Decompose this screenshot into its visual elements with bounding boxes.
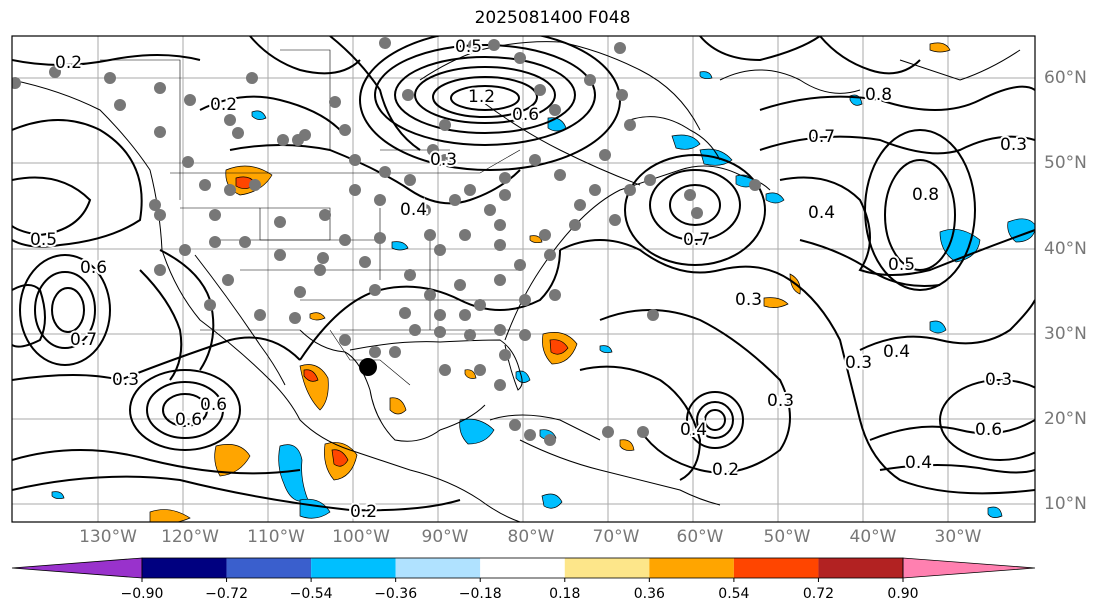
contour-label: 0.6	[200, 395, 227, 415]
latitude-label: 30°N	[1044, 324, 1087, 344]
latitude-label: 10°N	[1044, 494, 1087, 514]
storm-center-marker	[359, 358, 377, 376]
latitude-label: 60°N	[1044, 68, 1087, 88]
contour-label: 0.5	[30, 230, 57, 250]
contour-label: 0.3	[985, 370, 1012, 390]
contour-label: 0.4	[400, 200, 427, 220]
longitude-label: 100°W	[332, 527, 390, 547]
contour-label: 0.5	[888, 255, 915, 275]
station-dots	[12, 37, 761, 446]
contour-label: 0.3	[845, 353, 872, 373]
latitude-label: 20°N	[1044, 409, 1087, 429]
colorbar-tick-label: −0.54	[289, 586, 333, 602]
colorbar-over-triangle	[902, 557, 1036, 579]
contour-label: 0.2	[210, 95, 237, 115]
colorbar-tick-label: 0.36	[633, 586, 665, 602]
colorbar-under-triangle	[11, 557, 143, 579]
contour-label: 0.7	[70, 330, 97, 350]
colorbar-segment	[733, 558, 819, 578]
contour-label: 0.6	[175, 410, 202, 430]
colorbar-tick-label: −0.90	[120, 586, 164, 602]
coastlines	[12, 41, 1021, 522]
colorbar-frame	[141, 557, 904, 579]
longitude-label: 90°W	[421, 527, 469, 547]
contour-labels: 0.20.20.30.40.50.60.70.31.20.60.50.30.40…	[28, 36, 1029, 522]
colorbar-tick-label: 0.72	[802, 586, 835, 602]
contour-label: 0.2	[712, 460, 739, 480]
contour-label: 0.2	[350, 502, 377, 522]
contour-label: 0.4	[883, 342, 910, 362]
longitude-label: 70°W	[592, 527, 640, 547]
contour-label: 0.3	[112, 370, 139, 390]
contour-label: 1.2	[468, 87, 495, 107]
map-frame	[11, 35, 1036, 523]
longitude-label: 110°W	[247, 527, 305, 547]
contour-label: 0.3	[430, 150, 457, 170]
colorbar-segment	[142, 558, 227, 578]
latitude-label: 40°N	[1044, 239, 1087, 259]
contour-label: 0.3	[735, 290, 762, 310]
contour-label: 0.6	[975, 420, 1002, 440]
map-title: 2025081400 F048	[474, 8, 631, 28]
colorbar-tick-label: −0.72	[205, 586, 248, 602]
gridlines	[12, 36, 1035, 522]
colorbar-segment	[226, 558, 312, 578]
colorbar-segment	[311, 558, 396, 578]
contour-label: 0.4	[808, 203, 835, 223]
contour-label: 0.6	[80, 258, 107, 278]
contour-label: 0.6	[512, 105, 539, 125]
contour-label: 0.5	[455, 37, 482, 57]
political-borders	[100, 49, 521, 386]
colorbar-segment	[564, 558, 650, 578]
longitude-label: 80°W	[507, 527, 555, 547]
colorbar-tick-label: 0.90	[887, 586, 919, 602]
longitude-label: 30°W	[934, 527, 982, 547]
longitude-label: 130°W	[79, 527, 137, 547]
colorbar-tick-label: −0.36	[374, 586, 418, 602]
colorbar-segment	[649, 558, 734, 578]
contour-label: 0.8	[912, 185, 939, 205]
contour-lines	[12, 36, 1035, 512]
longitude-label: 60°W	[676, 527, 724, 547]
contour-label: 0.4	[905, 453, 932, 473]
contour-label: 0.3	[767, 391, 794, 411]
contour-label: 0.4	[680, 420, 707, 440]
colorbar-segment	[480, 558, 565, 578]
colorbar	[11, 557, 1036, 582]
contour-label: 0.2	[55, 53, 82, 73]
longitude-label: 120°W	[161, 527, 219, 547]
longitude-label: 40°W	[849, 527, 897, 547]
contour-label: 0.8	[865, 85, 892, 105]
colorbar-tick-label: 0.18	[549, 586, 581, 602]
contour-label: 0.7	[808, 127, 835, 147]
colorbar-segment	[818, 558, 903, 578]
longitude-label: 50°W	[763, 527, 811, 547]
contour-label: 0.3	[1000, 135, 1027, 155]
latitude-label: 50°N	[1044, 153, 1087, 173]
colorbar-segment	[395, 558, 481, 578]
colorbar-tick-label: 0.54	[718, 586, 750, 602]
colorbar-tick-label: −0.18	[458, 586, 502, 602]
contour-label: 0.7	[683, 230, 710, 250]
